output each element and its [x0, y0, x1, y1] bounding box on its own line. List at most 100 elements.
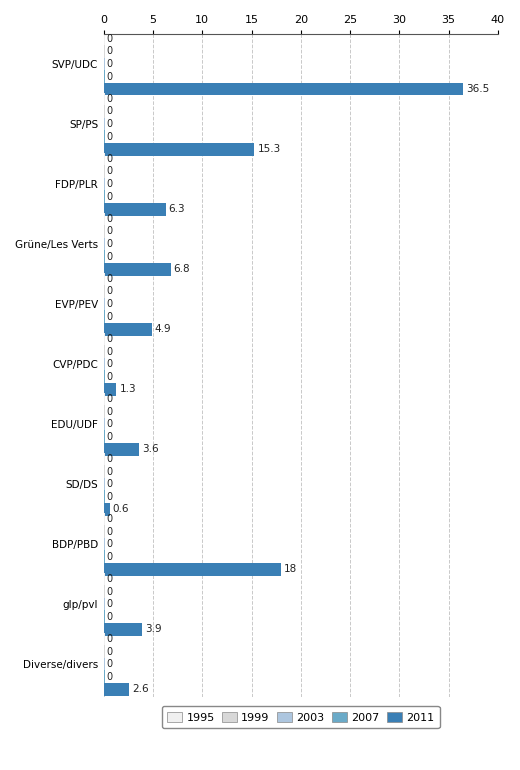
Bar	[103, 70, 105, 83]
Bar	[103, 683, 129, 695]
Text: 0: 0	[107, 166, 113, 176]
Bar	[103, 105, 105, 118]
Text: 0: 0	[107, 192, 113, 202]
Text: 0: 0	[107, 299, 113, 309]
Text: 0: 0	[107, 214, 113, 224]
Bar	[103, 213, 105, 225]
Text: 1.3: 1.3	[120, 384, 136, 394]
Bar	[103, 166, 105, 178]
Bar	[103, 152, 105, 166]
Text: 0: 0	[107, 647, 113, 657]
Bar	[103, 323, 152, 336]
Bar	[103, 573, 105, 585]
Text: 0: 0	[107, 312, 113, 322]
Text: 0: 0	[107, 611, 113, 621]
Text: 0: 0	[107, 179, 113, 189]
Bar	[103, 83, 463, 95]
Bar	[103, 383, 116, 396]
Bar	[103, 537, 105, 551]
Bar	[103, 370, 105, 383]
Bar	[103, 333, 105, 345]
Text: 0: 0	[107, 634, 113, 644]
Text: 0: 0	[107, 119, 113, 129]
Text: 0: 0	[107, 154, 113, 164]
Bar	[103, 45, 105, 58]
Text: 0: 0	[107, 407, 113, 417]
Text: 3.6: 3.6	[142, 444, 159, 454]
Text: 0: 0	[107, 46, 113, 56]
Text: 2.6: 2.6	[132, 685, 149, 695]
Bar	[103, 671, 105, 683]
Text: 0: 0	[107, 492, 113, 502]
Bar	[103, 443, 139, 456]
Text: 0: 0	[107, 346, 113, 357]
Text: 0: 0	[107, 252, 113, 262]
Bar	[103, 503, 110, 516]
Bar	[103, 130, 105, 143]
Text: 0: 0	[107, 659, 113, 669]
Text: 0: 0	[107, 372, 113, 382]
Text: 0: 0	[107, 551, 113, 561]
Bar	[103, 430, 105, 443]
Bar	[103, 551, 105, 563]
Text: 18: 18	[284, 564, 297, 574]
Bar	[103, 563, 281, 576]
Text: 0: 0	[107, 359, 113, 369]
Text: 0: 0	[107, 34, 113, 44]
Text: 0: 0	[107, 334, 113, 344]
Text: 36.5: 36.5	[466, 84, 490, 94]
Text: 0: 0	[107, 94, 113, 104]
Text: 0: 0	[107, 274, 113, 284]
Text: 0: 0	[107, 454, 113, 464]
Text: 0: 0	[107, 419, 113, 429]
Bar	[103, 285, 105, 298]
Text: 0: 0	[107, 671, 113, 681]
Bar	[103, 310, 105, 323]
Bar	[103, 478, 105, 490]
Text: 0: 0	[107, 479, 113, 489]
Bar	[103, 178, 105, 190]
Text: 0: 0	[107, 514, 113, 524]
Bar	[103, 32, 105, 45]
Bar	[103, 513, 105, 525]
Bar	[103, 645, 105, 658]
Text: 0: 0	[107, 574, 113, 584]
Text: 0: 0	[107, 106, 113, 116]
Text: 15.3: 15.3	[257, 144, 281, 154]
Text: 0: 0	[107, 239, 113, 249]
Bar	[103, 190, 105, 203]
Text: 6.3: 6.3	[168, 204, 185, 214]
Bar	[103, 623, 142, 635]
Text: 0: 0	[107, 72, 113, 82]
Text: 0: 0	[107, 286, 113, 296]
Text: 0: 0	[107, 527, 113, 537]
Bar	[103, 405, 105, 418]
Bar	[103, 585, 105, 598]
Bar	[103, 418, 105, 430]
Bar	[103, 92, 105, 105]
Bar	[103, 611, 105, 623]
Bar	[103, 490, 105, 503]
Bar	[103, 203, 166, 216]
Bar	[103, 453, 105, 465]
Text: 3.9: 3.9	[145, 624, 162, 634]
Bar	[103, 273, 105, 285]
Bar	[103, 525, 105, 537]
Bar	[103, 465, 105, 478]
Bar	[103, 143, 254, 156]
Legend: 1995, 1999, 2003, 2007, 2011: 1995, 1999, 2003, 2007, 2011	[162, 706, 440, 728]
Bar	[103, 358, 105, 370]
Bar	[103, 633, 105, 645]
Text: 4.9: 4.9	[155, 324, 172, 334]
Text: 0: 0	[107, 59, 113, 69]
Text: 0: 0	[107, 599, 113, 609]
Bar	[103, 58, 105, 70]
Bar	[103, 393, 105, 405]
Bar	[103, 298, 105, 310]
Text: 0: 0	[107, 132, 113, 142]
Text: 6.8: 6.8	[174, 264, 190, 274]
Text: 0: 0	[107, 467, 113, 477]
Bar	[103, 225, 105, 238]
Text: 0: 0	[107, 587, 113, 597]
Text: 0: 0	[107, 394, 113, 404]
